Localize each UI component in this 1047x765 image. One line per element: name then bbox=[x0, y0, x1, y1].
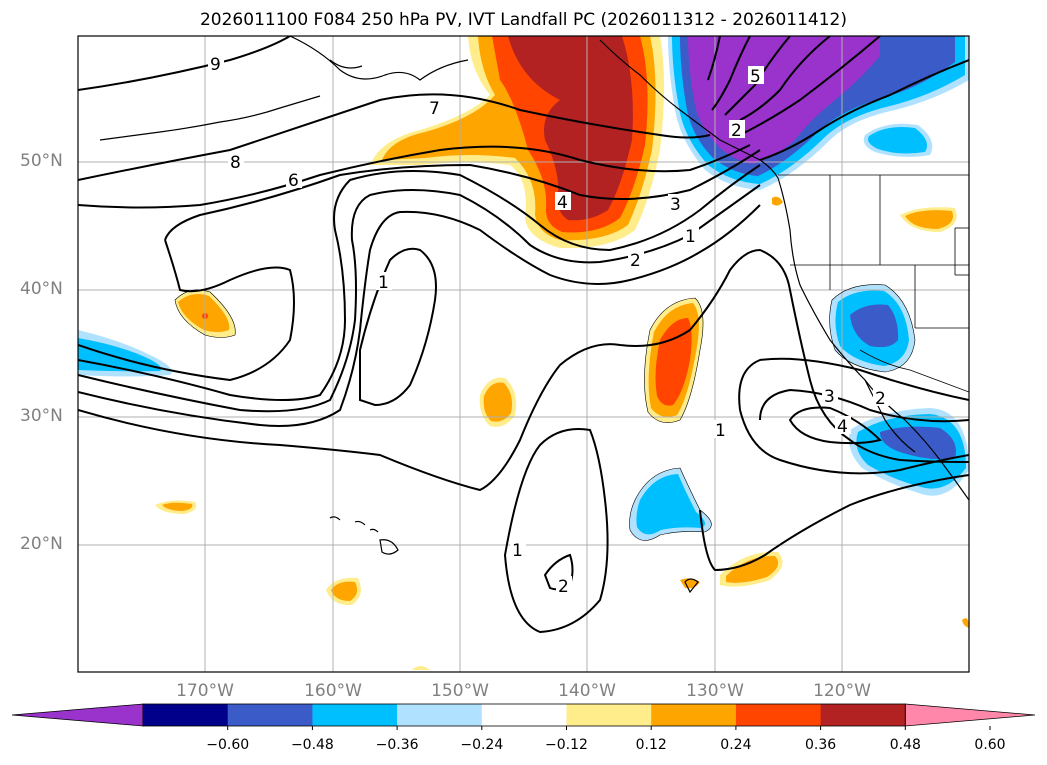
colorbar-frame bbox=[142, 703, 906, 727]
colorbar-segment bbox=[312, 704, 398, 726]
contour-label: 8 bbox=[230, 153, 241, 173]
lat-label-40n: 40°N bbox=[20, 279, 63, 299]
colorbar-segment bbox=[566, 704, 652, 726]
map-title: 2026011100 F084 250 hPa PV, IVT Landfall… bbox=[199, 10, 847, 30]
contour-label: 4 bbox=[837, 417, 848, 437]
contour-label: 9 bbox=[210, 55, 221, 75]
lon-label-120w: 120°W bbox=[813, 681, 871, 701]
colorbar-segment bbox=[735, 704, 822, 726]
contour-label: 1 bbox=[512, 541, 523, 561]
colorbar-tick-label: −0.36 bbox=[375, 737, 419, 753]
colorbar-extend-high bbox=[904, 703, 1036, 727]
colorbar-segment bbox=[227, 704, 313, 726]
colorbar-tick-label: −0.60 bbox=[206, 737, 250, 753]
colorbar-tick-label: 0.24 bbox=[720, 737, 752, 753]
contour-label: 2 bbox=[558, 577, 569, 597]
lon-label-130w: 130°W bbox=[686, 681, 744, 701]
lon-label-140w: 140°W bbox=[558, 681, 616, 701]
colorbar-tick-label: −0.48 bbox=[290, 737, 334, 753]
contour-label: 3 bbox=[824, 387, 835, 407]
colorbar-segment bbox=[143, 704, 229, 726]
contour-label: 4 bbox=[557, 193, 568, 213]
colorbar-segment bbox=[820, 704, 906, 726]
contour-label: 7 bbox=[429, 99, 440, 119]
lon-label-150w: 150°W bbox=[431, 681, 489, 701]
colorbar-extend-low bbox=[11, 703, 144, 727]
colorbar-segment bbox=[651, 704, 737, 726]
contour-label: 1 bbox=[685, 227, 696, 247]
colorbar-segment bbox=[481, 704, 567, 726]
colorbar-tick-label: −0.24 bbox=[460, 737, 504, 753]
lat-label-50n: 50°N bbox=[20, 151, 63, 171]
contour-label: 5 bbox=[750, 67, 761, 87]
colorbar-tick-label: 0.36 bbox=[805, 737, 837, 753]
contour-label: 6 bbox=[288, 171, 299, 191]
colorbar-tick-label: 0.48 bbox=[889, 737, 921, 753]
political-borders bbox=[778, 174, 969, 393]
contour-label: 1 bbox=[715, 421, 726, 441]
colorbar-segment bbox=[397, 704, 483, 726]
anomaly-outlines bbox=[174, 284, 916, 541]
map-frame bbox=[77, 35, 970, 673]
colorbar-tick-label: 0.12 bbox=[635, 737, 667, 753]
contour-lines bbox=[78, 36, 969, 634]
colorbar-tick-label: 0.60 bbox=[974, 737, 1006, 753]
contour-label: 1 bbox=[378, 273, 389, 293]
graticule bbox=[78, 36, 969, 672]
lat-label-30n: 30°N bbox=[20, 406, 63, 426]
contour-label: 2 bbox=[875, 389, 886, 409]
lon-label-160w: 160°W bbox=[304, 681, 362, 701]
contour-label: 2 bbox=[731, 121, 742, 141]
contour-label: 3 bbox=[670, 195, 681, 215]
colorbar bbox=[11, 703, 1036, 730]
colorbar-tick-label: −0.12 bbox=[545, 737, 588, 753]
contour-label: 2 bbox=[630, 251, 641, 271]
coastlines bbox=[99, 36, 969, 594]
lat-label-20n: 20°N bbox=[20, 534, 63, 554]
contour-label-group: 9 8 7 6 5 4 3 2 1 1 1 1 2 3 bbox=[208, 54, 889, 597]
lon-label-170w: 170°W bbox=[176, 681, 234, 701]
